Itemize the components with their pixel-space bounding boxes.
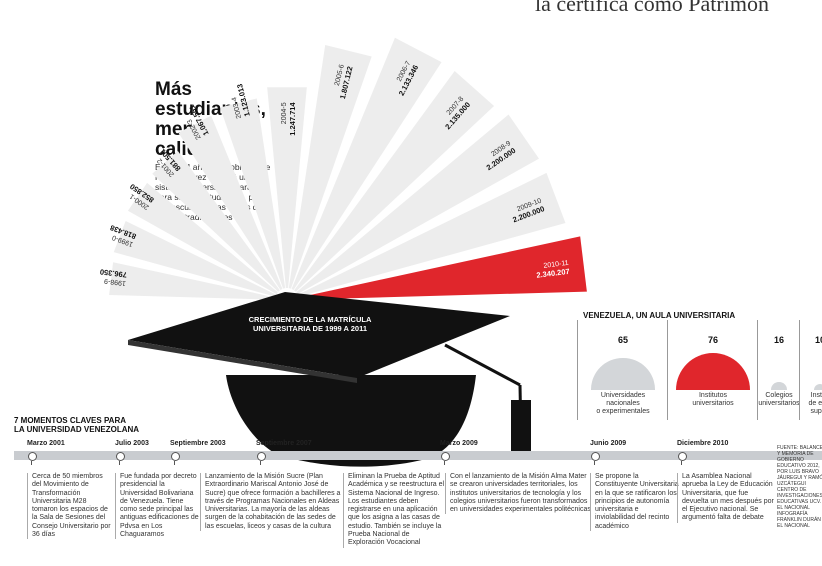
timeline-date: Septiembre 2007	[256, 440, 312, 447]
fan-bar	[298, 236, 587, 300]
timeline-tick	[174, 461, 175, 465]
timeline-date: Marzo 2009	[440, 440, 478, 447]
cap-label-line: UNIVERSITARIA DE 1999 A 2011	[253, 324, 367, 333]
timeline-marker	[28, 452, 37, 461]
fan-bar	[178, 115, 283, 290]
timeline-date: Septiembre 2003	[170, 440, 226, 447]
timeline-date: Junio 2009	[590, 440, 627, 447]
fan-bar	[291, 37, 442, 290]
cap-board-edge	[128, 340, 357, 383]
timeline-marker	[441, 452, 450, 461]
fan-bar	[220, 98, 286, 289]
timeline-event: Se propone la Constituyente Universitari…	[590, 473, 679, 532]
timeline-tick	[594, 461, 595, 465]
timeline-bar	[14, 451, 822, 460]
cap-label-line: CRECIMIENTO DE LA MATRÍCULA	[249, 315, 372, 324]
aulas-panel: 65 Universidades nacionales o experimentale…	[577, 320, 822, 420]
timeline-marker	[171, 452, 180, 461]
fan-bar-value: 2.340.207	[536, 267, 570, 280]
timeline-event: Lanzamiento de la Misión Sucre (Plan Ext…	[200, 473, 343, 532]
timeline-event: La Asamblea Nacional aprueba la Ley de E…	[677, 473, 774, 523]
aula-column: 16 Colegios universitarios	[757, 320, 800, 420]
aula-label: Institude estusuperi	[808, 392, 822, 415]
timeline-tick	[681, 461, 682, 465]
timeline-tick	[119, 461, 120, 465]
fan-bar	[127, 182, 278, 295]
timeline-marker	[257, 452, 266, 461]
timeline-date: Julio 2003	[115, 440, 149, 447]
headline-line: Más	[155, 79, 192, 100]
fan-bar	[109, 262, 276, 300]
aula-dome	[676, 353, 750, 390]
aula-label: Institutos universitarios	[692, 392, 734, 407]
fan-bar-category: 2004-5	[281, 102, 288, 124]
fan-bar-category: 1998-9	[104, 277, 127, 287]
tassel-cord	[444, 343, 521, 387]
fan-bar-category: 2010-11	[543, 260, 569, 270]
fan-bar-value: 796.350	[99, 267, 127, 279]
tassel	[511, 400, 531, 460]
timeline-tick	[260, 461, 261, 465]
aula-dome	[591, 358, 655, 390]
aula-column: 10 Institude estusuperi	[799, 320, 822, 420]
timeline-tick	[31, 461, 32, 465]
fan-bar	[152, 150, 280, 292]
timeline-event: Fue fundada por decreto presidencial la …	[115, 473, 200, 540]
aula-dome	[814, 384, 822, 390]
timeline-marker	[116, 452, 125, 461]
timeline-event: Cerca de 50 miembros del Movimiento de T…	[27, 473, 112, 540]
aula-label: Colegios universitarios	[758, 392, 800, 407]
timeline-title: 7 MOMENTOS CLAVES PARA LA UNIVERSIDAD VE…	[14, 416, 139, 434]
aulas-title: VENEZUELA, UN AULA UNIVERSITARIA	[583, 311, 736, 320]
top-caption: la certifica como Patrimon	[535, 0, 769, 16]
fan-bar	[296, 114, 539, 295]
aula-count: 76	[707, 335, 718, 345]
aula-label: Universidades nacionales o experimentales	[596, 392, 650, 415]
timeline-title-line: LA UNIVERSIDAD VENEZOLANA	[14, 425, 140, 434]
aula-column: 65 Universidades nacionales o experimentale…	[577, 320, 668, 420]
timeline-marker	[591, 452, 600, 461]
fan-bar-value: 1.247.714	[288, 102, 297, 136]
fan-bar	[113, 220, 277, 297]
timeline-title-line: 7 MOMENTOS CLAVES PARA	[14, 416, 127, 425]
graduation-cap: CRECIMIENTO DE LA MATRÍCULA UNIVERSITARI…	[128, 292, 531, 467]
timeline-event: Con el lanzamiento de la Misión Alma Mat…	[445, 473, 593, 515]
aula-count: 65	[617, 335, 628, 345]
aula-count: 10	[814, 335, 822, 345]
aula-count: 16	[773, 335, 784, 345]
fan-bar	[297, 172, 566, 297]
cap-body	[226, 375, 476, 467]
source-note: FUENTE: BALANCE Y MEMORIA DE GOBIERNO ED…	[777, 445, 822, 529]
timeline-marker	[678, 452, 687, 461]
aula-column: 76 Institutos universitarios	[667, 320, 758, 420]
fan-bar	[288, 44, 372, 289]
timeline-date: Marzo 2001	[27, 440, 65, 447]
timeline-tick	[444, 461, 445, 465]
timeline-event: Eliminan la Prueba de Aptitud Académica …	[343, 473, 446, 548]
fan-bar	[267, 87, 307, 289]
aula-dome	[771, 382, 787, 390]
timeline-date: Diciembre 2010	[677, 440, 729, 447]
fan-bar	[294, 71, 495, 292]
cap-board	[128, 292, 510, 378]
